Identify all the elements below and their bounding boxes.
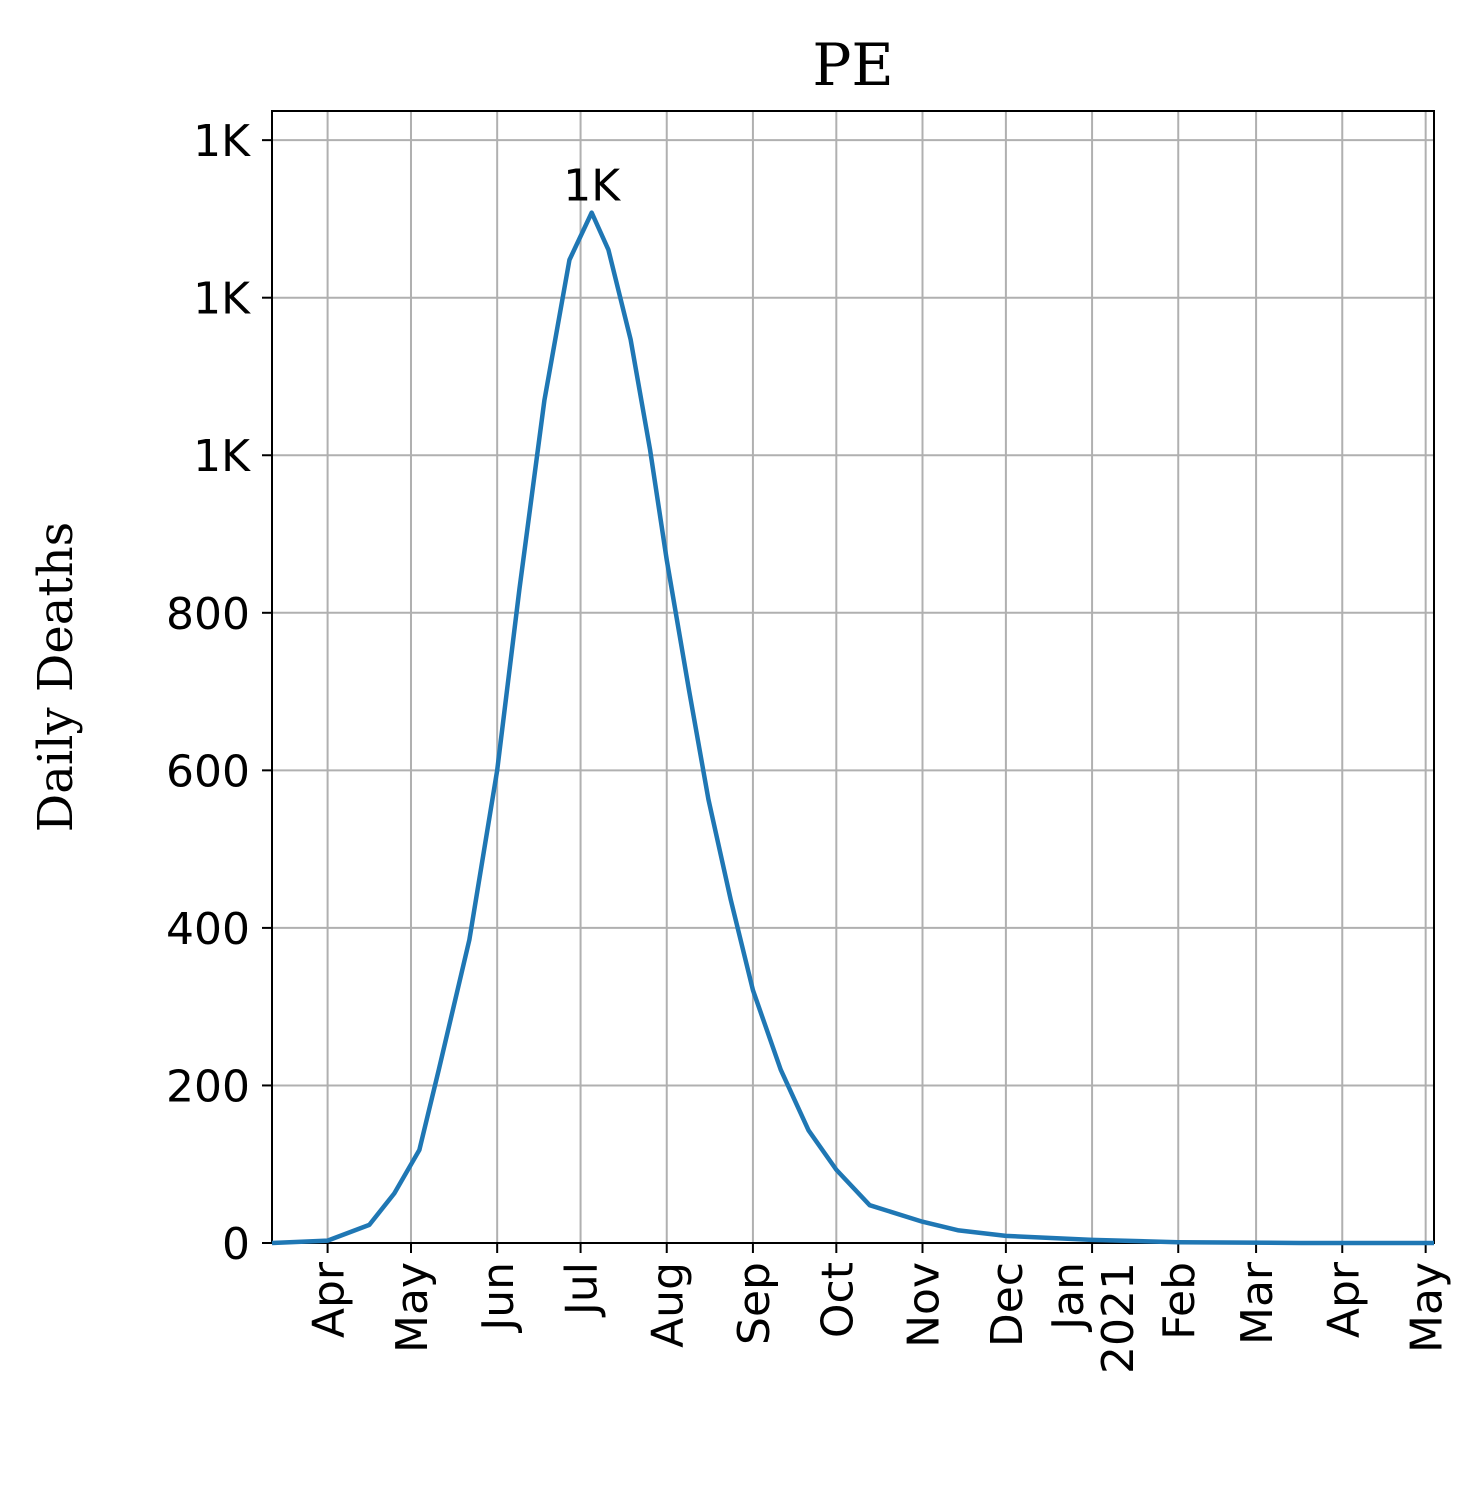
x-tick-label: Jun <box>473 1262 524 1334</box>
y-tick-label: 1K <box>193 274 251 325</box>
x-tick-label: Apr <box>304 1261 355 1338</box>
y-tick-label: 1K <box>193 431 251 482</box>
x-tick-label: Sep <box>729 1262 780 1345</box>
y-tick-label: 200 <box>166 1061 250 1112</box>
y-axis-label: Daily Deaths <box>28 522 84 833</box>
x-tick-label: Nov <box>898 1262 949 1348</box>
x-tick-label: May <box>387 1262 438 1353</box>
x-tick-label: Mar <box>1232 1261 1283 1345</box>
x-tick-label: Oct <box>812 1262 863 1338</box>
plot-frame <box>271 110 1435 1244</box>
y-tick-label: 800 <box>166 589 250 640</box>
y-tick-label: 0 <box>222 1219 250 1270</box>
y-tick-label: 600 <box>166 746 250 797</box>
x-tick-label: Apr <box>1318 1261 1369 1338</box>
x-tick-label: Aug <box>643 1262 694 1348</box>
x-tick-label: May <box>1402 1262 1453 1353</box>
peak-label: 1K <box>563 161 621 212</box>
y-tick-label: 400 <box>166 904 250 955</box>
line-series <box>271 210 1434 1246</box>
x-tick-label: Jan2021 <box>1043 1262 1144 1374</box>
chart-title: PE <box>812 31 893 99</box>
x-tick-label: Dec <box>982 1262 1033 1347</box>
y-tick-label: 1K <box>193 116 251 167</box>
x-tick-label: Jul <box>557 1262 608 1318</box>
x-tick-label: Feb <box>1154 1262 1205 1340</box>
